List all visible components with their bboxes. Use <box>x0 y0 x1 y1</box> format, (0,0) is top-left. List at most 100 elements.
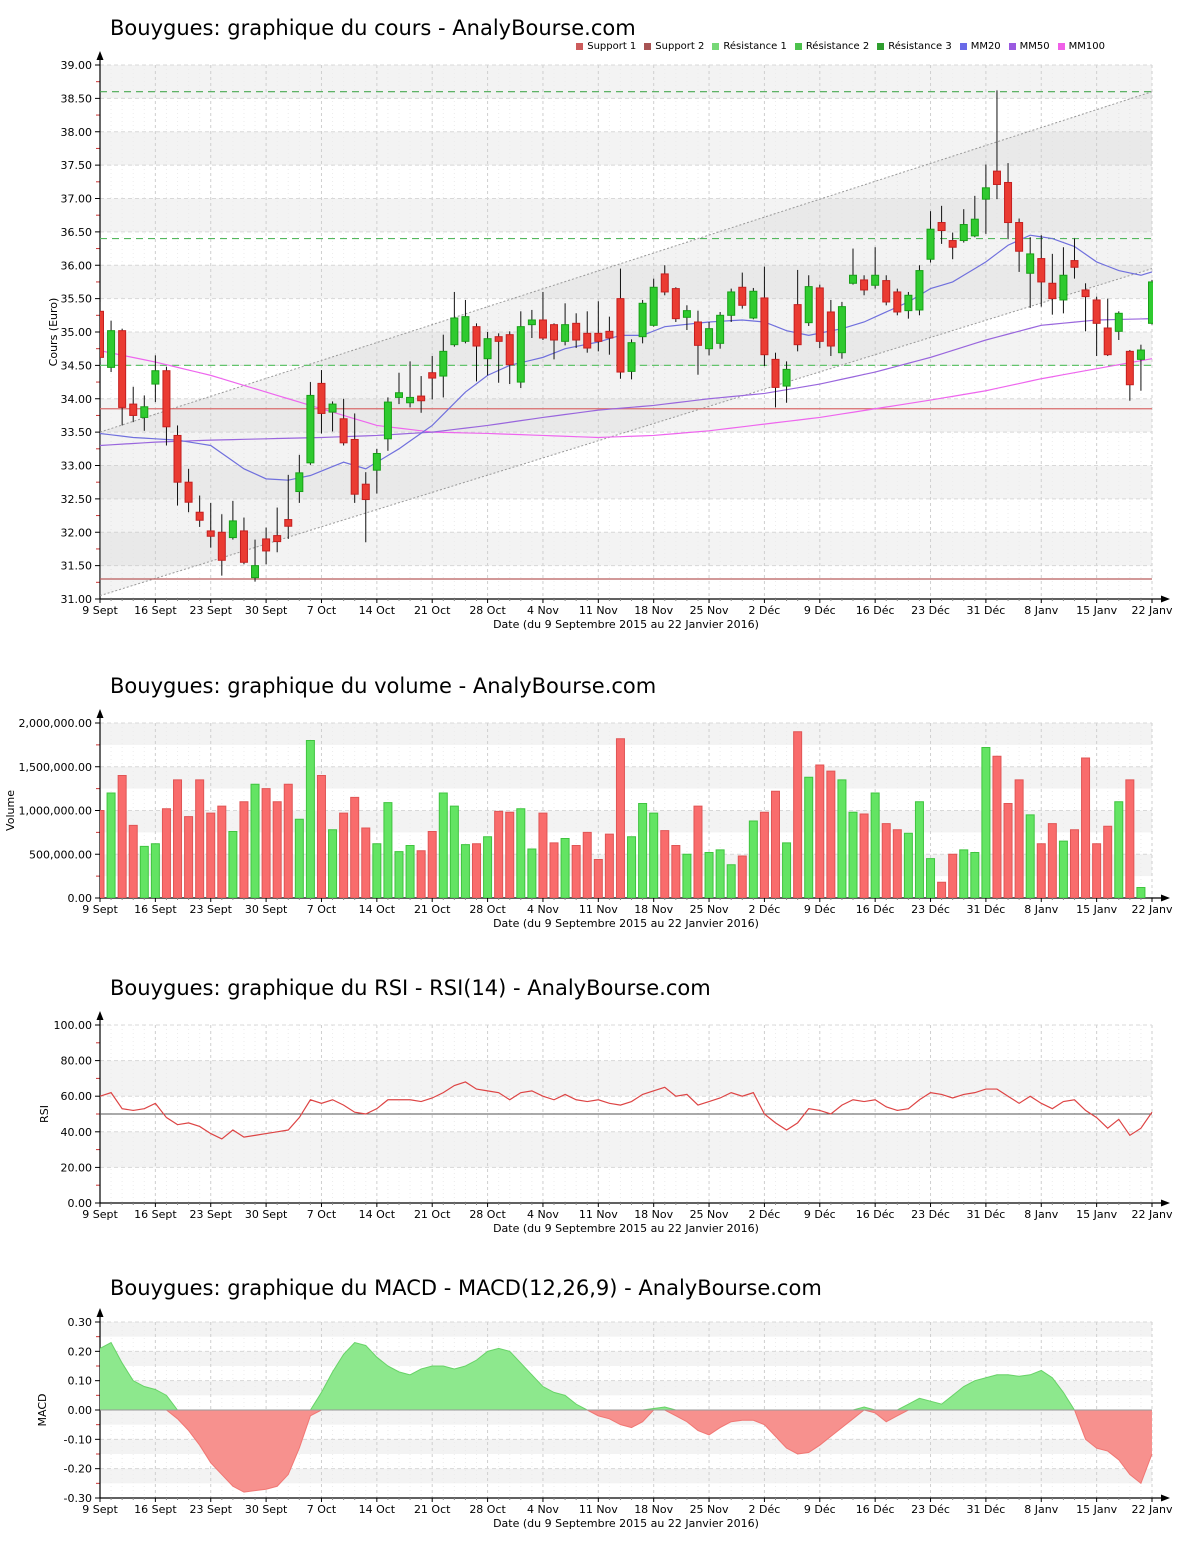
volume-bar-up <box>970 852 980 898</box>
x-tick-label: 31 Déc <box>967 1208 1006 1221</box>
y-tick-label: 31.00 <box>61 593 93 606</box>
x-tick-label: 16 Sept <box>134 604 177 617</box>
candle-down <box>317 382 326 414</box>
candle-up <box>561 324 570 342</box>
legend-swatch-icon <box>794 43 802 50</box>
candle-down <box>1004 181 1013 224</box>
candle-up <box>483 338 492 360</box>
volume-bars-layer <box>100 731 1146 898</box>
volume-bar-up <box>560 838 570 898</box>
x-tick-label: 8 Janv <box>1024 1503 1058 1516</box>
zebra-band <box>100 1439 1152 1454</box>
volume-bar-down <box>1092 843 1102 898</box>
zebra-band <box>100 766 1152 789</box>
candle-up <box>981 187 990 200</box>
candle-down <box>417 395 426 402</box>
x-tick-label: 22 Janv <box>1132 1208 1173 1221</box>
volume-bar-down <box>759 811 769 898</box>
x-tick-label: 23 Déc <box>911 604 950 617</box>
candle-down <box>273 535 282 543</box>
volume-bar-up <box>527 848 537 898</box>
y-tick-label: 1,000,000.00 <box>19 805 92 818</box>
volume-bar-down <box>505 811 515 898</box>
candle-up <box>328 403 337 413</box>
x-tick-label: 9 Déc <box>804 1503 836 1516</box>
volume-bar-up <box>1114 801 1124 898</box>
candle-down <box>550 324 559 341</box>
x-tick-label: 23 Déc <box>911 903 950 916</box>
volume-bar-up <box>649 812 659 898</box>
volume-bar-down <box>117 775 127 898</box>
legend-label: MM20 <box>970 41 1001 52</box>
x-tick-label: 2 Déc <box>749 604 781 617</box>
zebra-band <box>100 1322 1152 1337</box>
y-tick-label: 0.10 <box>68 1375 93 1388</box>
x-tick-label: 4 Nov <box>527 604 559 617</box>
y-axis-arrow-icon <box>96 709 104 718</box>
volume-bar-down <box>1081 757 1091 898</box>
volume-bar-down <box>261 788 271 898</box>
volume-bar-up <box>383 802 393 898</box>
volume-bar-down <box>815 764 825 898</box>
y-tick-label: 0.00 <box>68 892 93 905</box>
candle-up <box>439 350 448 377</box>
y-tick-label: 33.00 <box>61 460 93 473</box>
x-tick-label: 9 Déc <box>804 604 836 617</box>
x-tick-label: 15 Janv <box>1076 1208 1117 1221</box>
volume-bar-down <box>239 801 249 898</box>
candle-down <box>129 403 138 416</box>
y-tick-label: -0.20 <box>64 1463 92 1476</box>
volume-bar-up <box>682 853 692 898</box>
x-tick-label: 23 Déc <box>911 1503 950 1516</box>
legend-label: Résistance 3 <box>888 41 952 52</box>
candle-up <box>251 565 260 579</box>
volume-bar-down <box>416 850 426 898</box>
candle-down <box>339 418 348 444</box>
rsi-chart-canvas: 100.00 80.00 60.00 40.00 20.00 0.009 Sept 16 S… <box>38 1011 1173 1235</box>
candle-up <box>151 370 160 385</box>
x-tick-label: 21 Oct <box>414 1503 451 1516</box>
zebra-band <box>100 1468 1152 1484</box>
candle-down <box>738 286 747 306</box>
candle-down <box>284 519 293 527</box>
candle-up <box>516 326 525 383</box>
candle-down <box>815 287 824 342</box>
candle-down <box>1081 289 1090 298</box>
volume-bar-down <box>992 755 1002 898</box>
volume-bar-up <box>638 803 648 898</box>
candle-up <box>915 270 924 311</box>
candle-up <box>461 316 470 342</box>
candle-up <box>627 342 636 372</box>
x-axis-arrow-icon <box>1161 1494 1170 1502</box>
candle-up <box>716 314 725 344</box>
candle-down <box>793 304 802 346</box>
y-tick-label: -0.10 <box>64 1433 92 1446</box>
x-tick-label: 28 Oct <box>469 903 506 916</box>
y-tick-label: 35.00 <box>61 326 93 339</box>
volume-bar-down <box>350 796 360 898</box>
candle-down <box>350 438 359 495</box>
volume-bar-up <box>1136 887 1146 898</box>
volume-bar-down <box>1069 829 1079 898</box>
candle-down <box>361 483 370 501</box>
volume-bar-down <box>339 812 349 898</box>
macd-chart-title: Bouygues: graphique du MACD - MACD(12,26… <box>110 1276 822 1300</box>
legend-item-support-1: Support 1 <box>576 41 636 52</box>
volume-bar-up <box>1025 814 1035 898</box>
candle-down <box>118 330 127 408</box>
candle-down <box>184 481 193 503</box>
volume-bar-up <box>305 740 315 898</box>
x-tick-label: 22 Janv <box>1132 604 1173 617</box>
candle-up <box>228 520 237 539</box>
legend-item-resistance-1: Résistance 1 <box>712 41 787 52</box>
candle-down <box>206 530 215 537</box>
volume-bar-up <box>837 779 847 898</box>
legend-label: Résistance 2 <box>805 41 870 52</box>
x-tick-label: 9 Déc <box>804 1208 836 1221</box>
candle-up <box>372 452 381 471</box>
x-tick-label: 8 Janv <box>1024 903 1058 916</box>
volume-bar-up <box>250 783 260 898</box>
volume-bar-down <box>538 812 548 898</box>
volume-bar-down <box>881 823 891 898</box>
y-tick-label: 39.00 <box>61 59 93 72</box>
